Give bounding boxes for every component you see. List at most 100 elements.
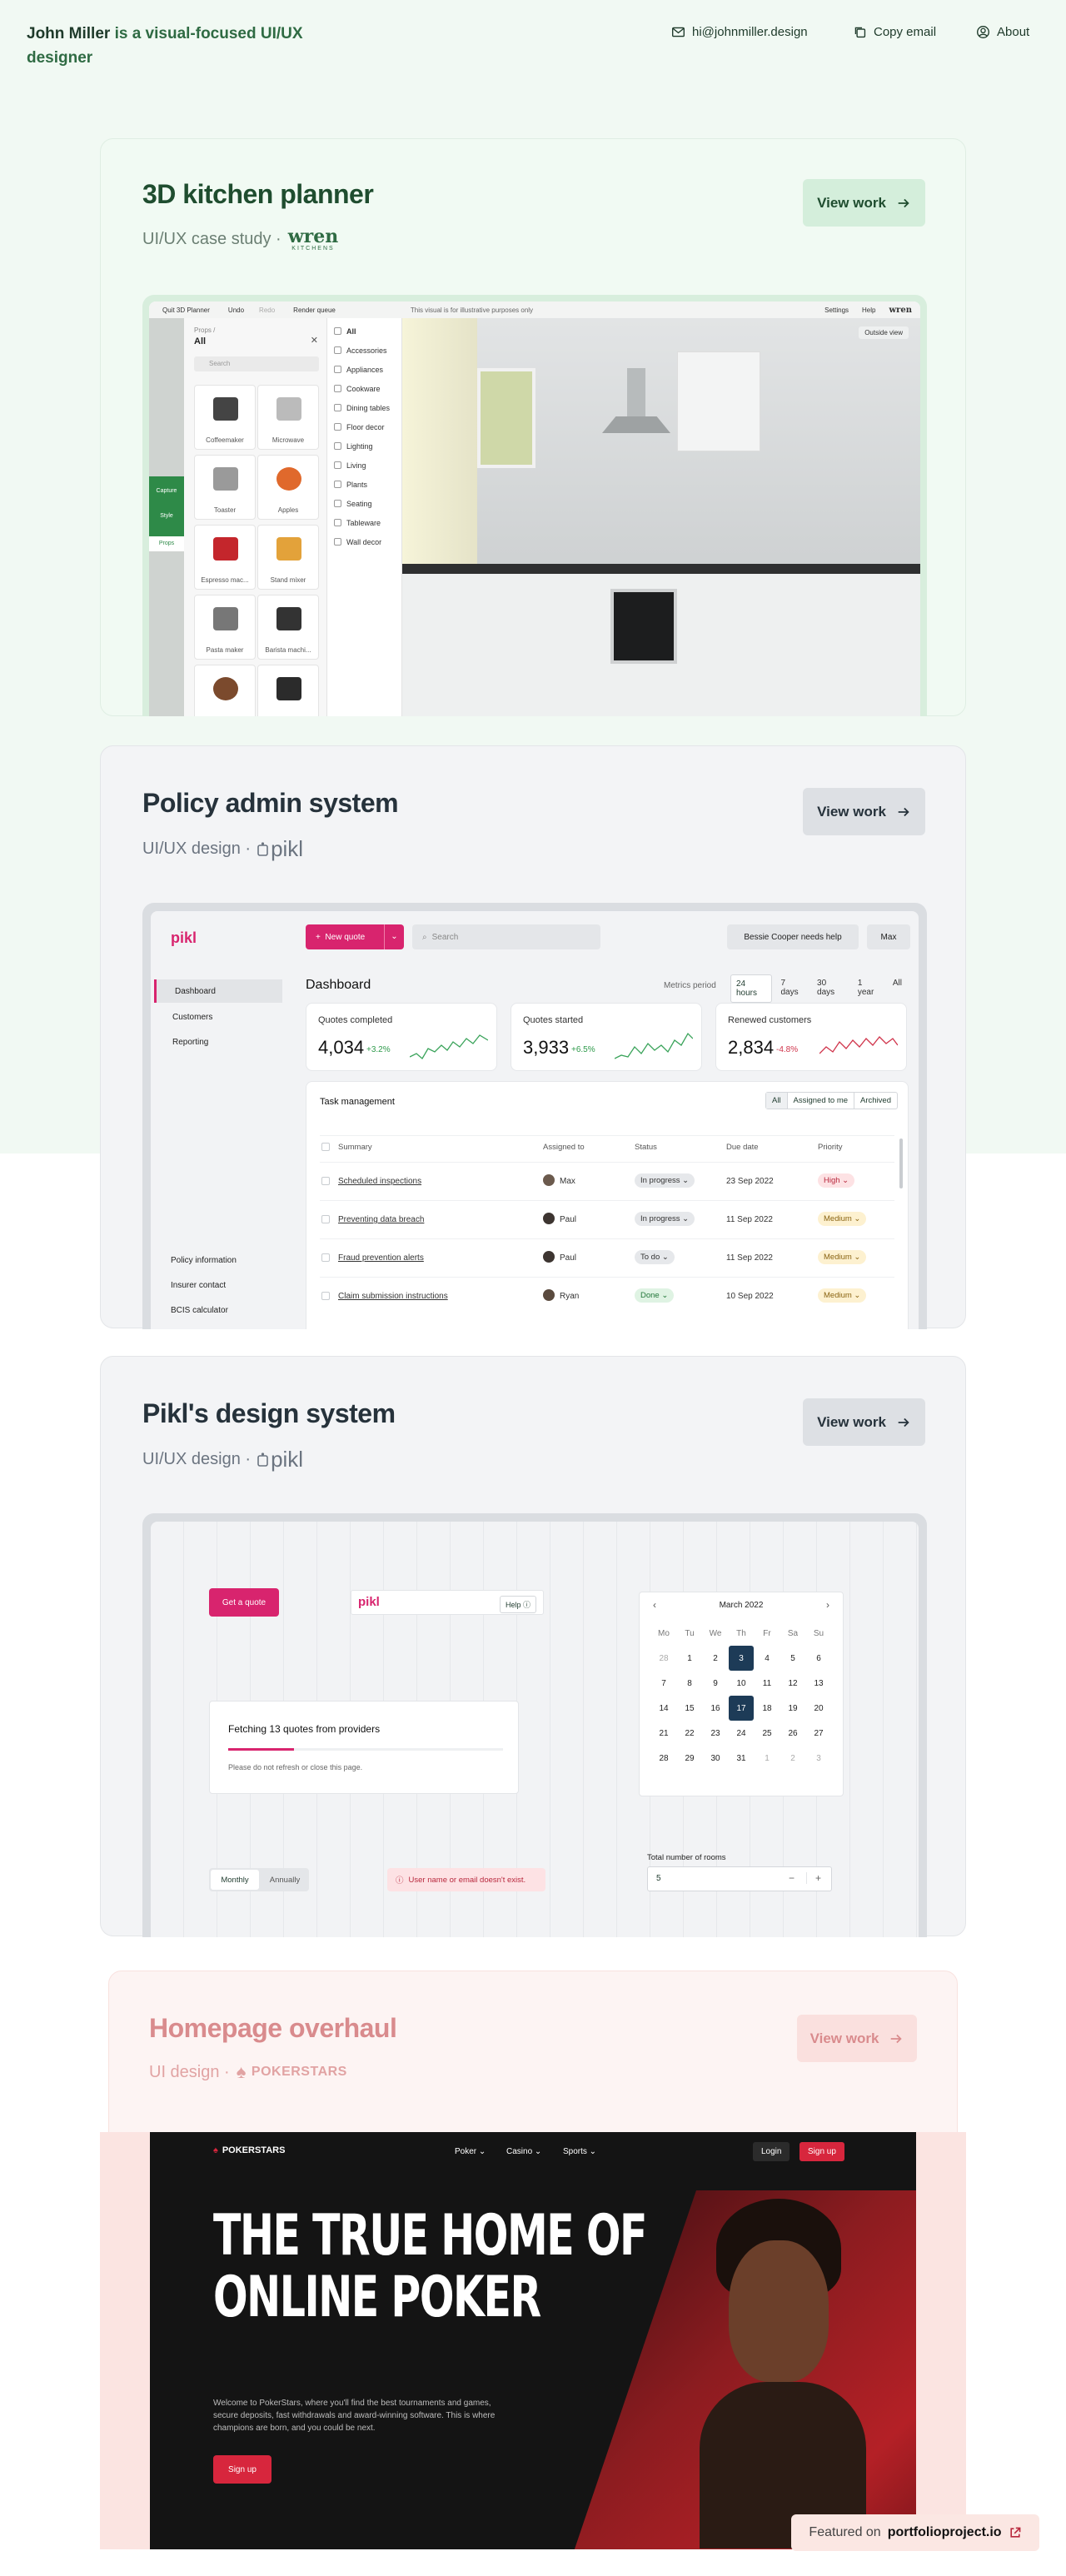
nav-sports[interactable]: Sports ⌄ (563, 2147, 597, 2156)
table-row[interactable]: Fraud prevention alerts Paul To do ⌄ 11 … (320, 1238, 894, 1277)
about-link[interactable]: About (976, 25, 1029, 39)
row-summary[interactable]: Fraud prevention alerts (338, 1253, 424, 1263)
calendar-day[interactable]: 28 (659, 1753, 669, 1763)
period-1y[interactable]: 1 year (857, 979, 874, 997)
prop-tile[interactable]: Apples (257, 455, 319, 520)
category-item[interactable]: Accessories (327, 341, 401, 360)
prop-tile[interactable]: Microwave (257, 385, 319, 450)
nav-item-reporting[interactable]: Reporting (172, 1038, 209, 1047)
category-item[interactable]: All (327, 321, 401, 341)
category-item[interactable]: Lighting (327, 436, 401, 456)
get-quote-button[interactable]: Get a quote (209, 1588, 279, 1617)
calendar-day[interactable]: 11 (762, 1678, 772, 1688)
calendar-day[interactable]: 8 (687, 1678, 692, 1688)
calendar-day[interactable]: 3 (816, 1753, 821, 1763)
view-work-button[interactable]: View work (803, 1398, 925, 1446)
period-7d[interactable]: 7 days (780, 979, 799, 997)
row-checkbox[interactable] (321, 1177, 330, 1185)
view-work-button[interactable]: View work (803, 788, 925, 835)
category-item[interactable]: Tableware (327, 513, 401, 532)
category-item[interactable]: Cookware (327, 379, 401, 398)
next-month-icon[interactable]: › (826, 1599, 829, 1611)
table-row[interactable]: Claim submission instructions Ryan Done … (320, 1277, 894, 1315)
category-item[interactable]: Living (327, 456, 401, 475)
project-card-design-system[interactable]: Pikl's design system UI/UX design · pikl… (100, 1356, 966, 1937)
hero-signup-button[interactable]: Sign up (213, 2455, 271, 2484)
status-badge[interactable]: Done ⌄ (635, 1288, 675, 1303)
project-card-policy-admin[interactable]: Policy admin system UI/UX design · pikl … (100, 745, 966, 1329)
copy-email-button[interactable]: Copy email (853, 25, 936, 39)
calendar-day[interactable]: 31 (736, 1753, 746, 1763)
calendar-day[interactable]: 15 (685, 1703, 695, 1713)
calendar-day-selected[interactable]: 3 (729, 1646, 754, 1671)
nav-item-customers[interactable]: Customers (172, 1013, 213, 1022)
prev-month-icon[interactable]: ‹ (653, 1599, 656, 1611)
calendar-day[interactable]: 1 (687, 1653, 692, 1663)
category-item[interactable]: Plants (327, 475, 401, 494)
calendar-day[interactable]: 23 (710, 1728, 720, 1738)
kitchen-3d-render[interactable]: Outside view (402, 318, 920, 716)
status-badge[interactable]: To do ⌄ (635, 1250, 675, 1264)
calendar-day[interactable]: 27 (814, 1728, 824, 1738)
calendar-day[interactable]: 12 (788, 1678, 798, 1688)
table-row[interactable]: Preventing data breach Paul In progress … (320, 1200, 894, 1238)
calendar-day[interactable]: 22 (685, 1728, 695, 1738)
decrement-button[interactable]: − (788, 1872, 795, 1884)
priority-badge[interactable]: Medium ⌄ (818, 1288, 867, 1303)
calendar-day[interactable]: 10 (736, 1678, 746, 1688)
row-checkbox[interactable] (321, 1215, 330, 1223)
status-badge[interactable]: In progress ⌄ (635, 1173, 695, 1188)
calendar-day[interactable]: 20 (814, 1703, 824, 1713)
calendar-day[interactable]: 1 (765, 1753, 770, 1763)
calendar-day[interactable]: 18 (762, 1703, 772, 1713)
table-row[interactable]: Scheduled inspections Max In progress ⌄ … (320, 1162, 894, 1200)
outside-view-button[interactable]: Outside view (859, 326, 909, 339)
period-all[interactable]: All (892, 979, 902, 988)
select-all-checkbox[interactable] (321, 1143, 330, 1151)
capture-tab[interactable]: Capture (156, 488, 177, 494)
prop-tile[interactable]: Pasta maker (194, 595, 256, 660)
prop-tile[interactable]: Coffeemaker (194, 385, 256, 450)
style-tab[interactable]: Style (160, 513, 173, 519)
calendar-day[interactable]: 14 (659, 1703, 669, 1713)
project-card-kitchen[interactable]: 3D kitchen planner UI/UX case study · wr… (100, 138, 966, 716)
calendar-day[interactable]: 21 (659, 1728, 669, 1738)
calendar-day[interactable]: 6 (816, 1653, 821, 1663)
user-menu-button[interactable]: Max (867, 924, 910, 949)
category-item[interactable]: Appliances (327, 360, 401, 379)
help-request-button[interactable]: Bessie Cooper needs help (727, 924, 859, 949)
calendar-day[interactable]: 25 (762, 1728, 772, 1738)
chevron-down-icon[interactable]: ⌄ (384, 924, 404, 949)
new-quote-button[interactable]: + New quote ⌄ (306, 924, 404, 949)
prop-tile[interactable]: Stand mixer (257, 525, 319, 590)
col-due[interactable]: Due date (726, 1143, 759, 1152)
period-24h[interactable]: 24 hours (730, 974, 773, 1003)
undo-button[interactable]: Undo (227, 306, 245, 314)
calendar-day[interactable]: 30 (710, 1753, 720, 1763)
filter-all[interactable]: All (765, 1093, 787, 1109)
row-checkbox[interactable] (321, 1253, 330, 1262)
period-30d[interactable]: 30 days (817, 979, 835, 997)
nav-item-insurer-contact[interactable]: Insurer contact (171, 1281, 227, 1290)
calendar-day-selected[interactable]: 17 (729, 1696, 754, 1721)
rooms-value[interactable]: 5 (656, 1874, 661, 1883)
filter-archived[interactable]: Archived (854, 1093, 897, 1109)
row-summary[interactable]: Claim submission instructions (338, 1292, 448, 1301)
filter-assigned[interactable]: Assigned to me (786, 1093, 854, 1109)
calendar-day[interactable]: 2 (713, 1653, 718, 1663)
calendar-day[interactable]: 2 (790, 1753, 795, 1763)
prop-tile[interactable] (194, 665, 256, 716)
calendar-day[interactable]: 16 (710, 1703, 720, 1713)
nav-item-dashboard[interactable]: Dashboard (154, 979, 282, 1003)
render-queue-button[interactable]: Render queue (293, 306, 336, 314)
view-work-button[interactable]: View work (803, 179, 925, 227)
redo-button[interactable]: Redo (259, 306, 276, 314)
row-summary[interactable]: Preventing data breach (338, 1215, 425, 1224)
calendar-day[interactable]: 29 (685, 1753, 695, 1763)
table-scrollbar[interactable] (899, 1139, 903, 1188)
email-link[interactable]: hi@johnmiller.design (671, 25, 808, 39)
prop-tile[interactable]: Toaster (194, 455, 256, 520)
category-item[interactable]: Dining tables (327, 398, 401, 417)
calendar-day[interactable]: 9 (713, 1678, 718, 1688)
category-item[interactable]: Wall decor (327, 532, 401, 551)
